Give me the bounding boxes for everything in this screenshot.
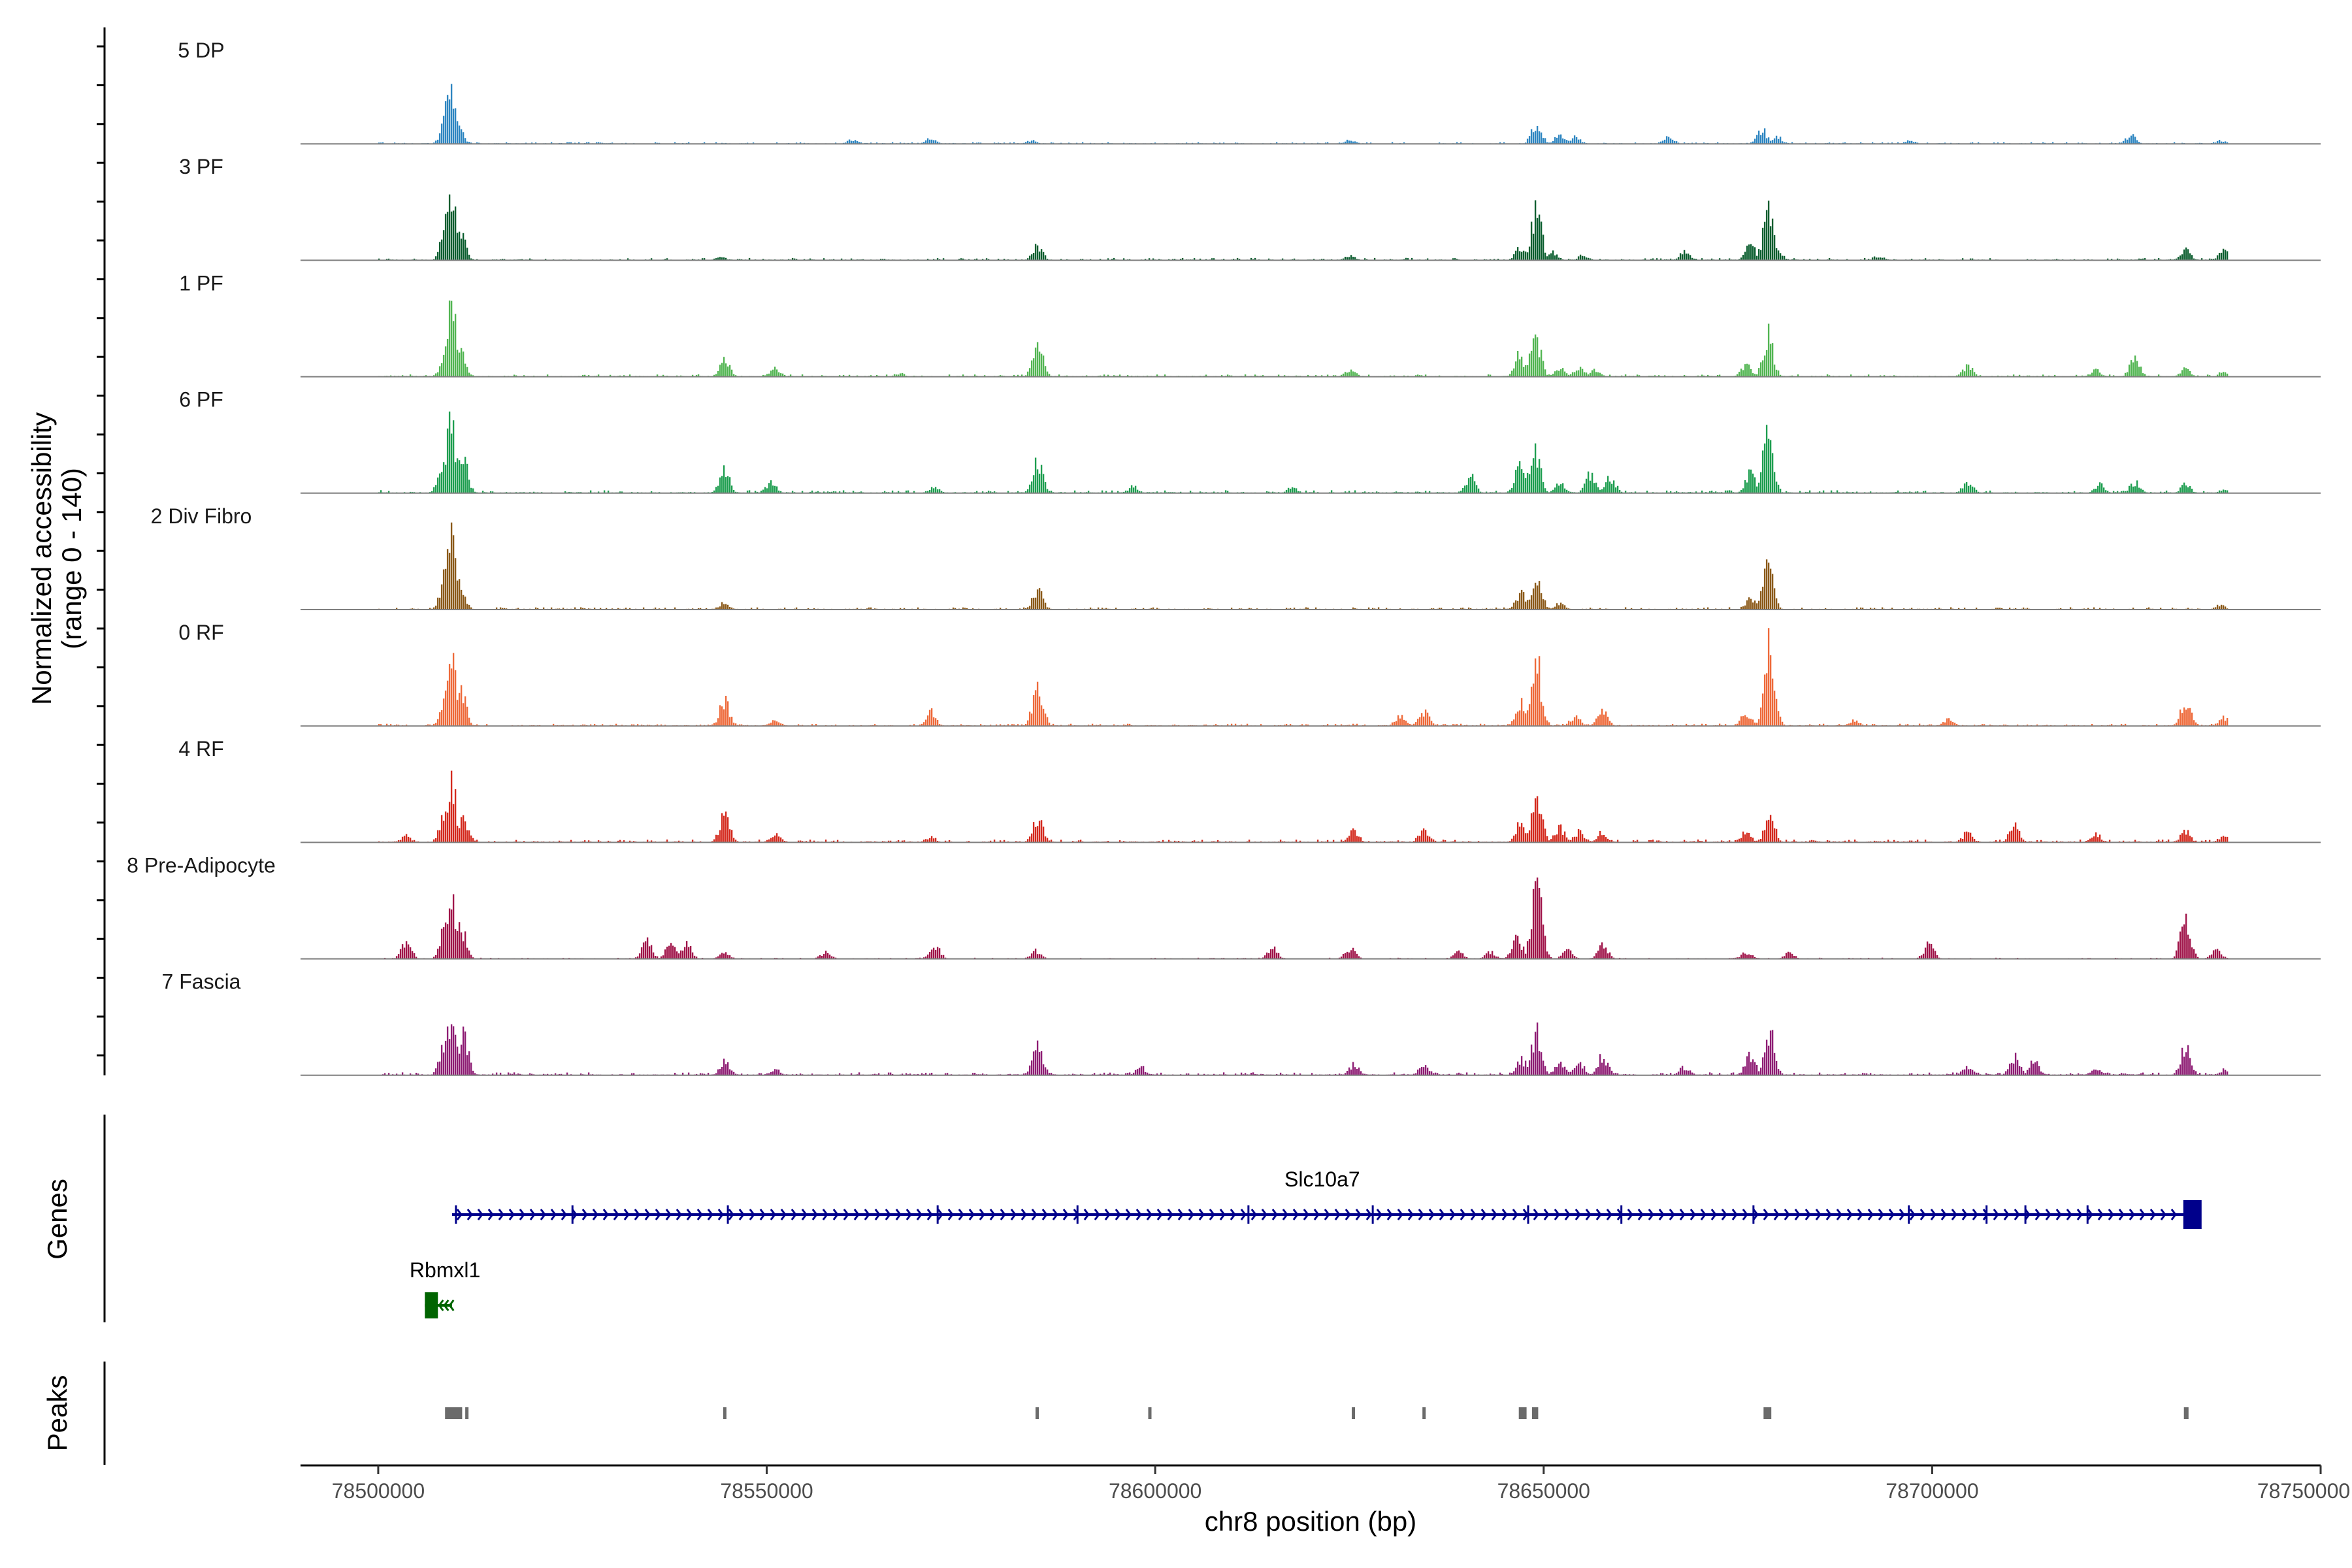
peak-region	[1148, 1407, 1152, 1419]
peak-region	[1352, 1407, 1355, 1419]
y-axis-title-line1: Normalized accessibility	[26, 412, 57, 705]
peak-region	[1763, 1407, 1772, 1419]
y-axis-ticks	[97, 45, 105, 1056]
track-label: 6 PF	[179, 388, 223, 412]
track-label: 5 DP	[178, 39, 224, 62]
track-8-pre-adipocyte: 8 Pre-Adipocyte	[127, 853, 2321, 960]
peak-region	[1422, 1407, 1426, 1419]
exon	[425, 1292, 438, 1318]
coverage-area	[378, 522, 2229, 610]
x-tick-label: 78750000	[2257, 1479, 2350, 1503]
coverage-area	[378, 877, 2229, 959]
track-2-div-fibro: 2 Div Fibro	[151, 504, 2321, 610]
track-3-pf: 3 PF	[179, 155, 2321, 261]
x-tick-label: 78650000	[1497, 1479, 1590, 1503]
y-axis-title-line2: (range 0 - 140)	[56, 468, 87, 649]
x-tick-label: 78500000	[332, 1479, 425, 1503]
coverage-area	[378, 411, 2229, 493]
peaks-axis-title: Peaks	[42, 1375, 73, 1452]
terminal-exon	[2183, 1200, 2202, 1229]
track-label: 0 RF	[178, 621, 223, 644]
coverage-area	[378, 770, 2229, 843]
peak-region	[2183, 1407, 2189, 1419]
peak-region	[445, 1407, 463, 1419]
gene-label: Slc10a7	[1284, 1168, 1360, 1191]
coverage-area	[378, 628, 2229, 727]
track-1-pf: 1 PF	[179, 271, 2321, 378]
gene-track: Slc10a7 Rbmxl1	[410, 1168, 2202, 1318]
track-0-rf: 0 RF	[178, 621, 2321, 727]
peak-region	[1531, 1407, 1539, 1419]
track-label: 2 Div Fibro	[151, 504, 252, 528]
peak-region	[723, 1407, 727, 1419]
gene-label: Rbmxl1	[410, 1258, 480, 1282]
peak-track	[445, 1407, 2189, 1419]
coverage-tracks: 5 DP 3 PF 1 PF 6 PF 2 Div Fibro 0 RF 4 RF 8 Pre…	[97, 39, 2321, 1076]
peak-region	[1518, 1407, 1527, 1419]
track-6-pf: 6 PF	[179, 388, 2321, 494]
gene-rbmxl1: Rbmxl1	[410, 1258, 480, 1318]
track-label: 4 RF	[178, 737, 223, 760]
track-5-dp: 5 DP	[178, 39, 2321, 145]
peak-region	[1036, 1407, 1039, 1419]
track-label: 8 Pre-Adipocyte	[127, 853, 276, 877]
x-tick-label: 78600000	[1109, 1479, 1201, 1503]
peak-region	[465, 1407, 469, 1419]
genes-axis-title: Genes	[42, 1179, 73, 1260]
x-tick-label: 78700000	[1886, 1479, 1978, 1503]
gene-slc10a7: Slc10a7	[451, 1168, 2202, 1229]
coverage-area	[378, 194, 2229, 261]
x-axis: 78500000 78550000 78600000 78650000 78700000…	[301, 1464, 2350, 1503]
track-7-fascia: 7 Fascia	[162, 970, 2321, 1076]
coverage-area	[378, 84, 2229, 144]
coverage-area	[378, 1022, 2229, 1075]
track-label: 3 PF	[179, 155, 223, 178]
x-axis-title: chr8 position (bp)	[1205, 1506, 1417, 1537]
track-label: 7 Fascia	[162, 970, 241, 994]
x-tick-label: 78550000	[720, 1479, 813, 1503]
strand-arrows	[438, 1299, 455, 1311]
track-label: 1 PF	[179, 271, 223, 295]
track-4-rf: 4 RF	[178, 737, 2321, 843]
coverage-area	[378, 301, 2229, 377]
